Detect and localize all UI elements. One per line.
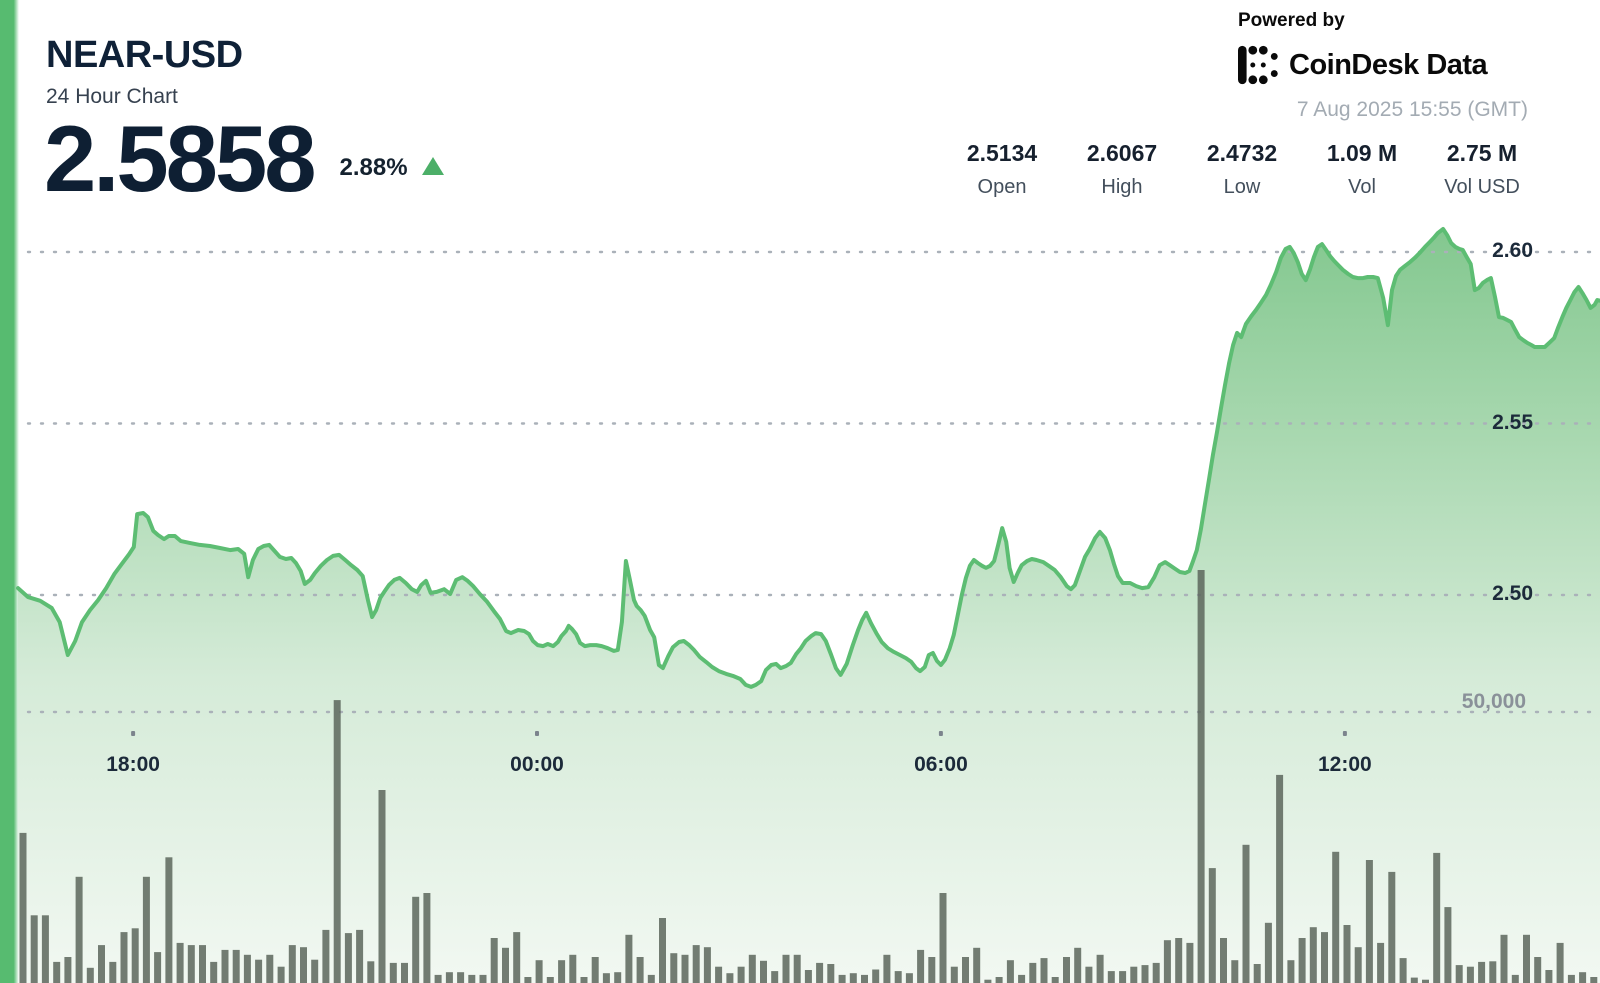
powered-by-label: Powered by [1238, 10, 1345, 31]
stat-vol-usd-label: Vol USD [1444, 176, 1520, 198]
stat-vol: 1.09 M Vol [1306, 140, 1418, 199]
coindesk-logo-icon [1238, 45, 1278, 85]
ohlc-stats-row: 2.5134 Open 2.6067 High 2.4732 Low 1.09 … [946, 140, 1538, 199]
price-block: 2.5858 2.88% [44, 112, 444, 206]
up-triangle-icon [421, 157, 444, 175]
stat-vol-usd-value: 2.75 M [1446, 140, 1518, 166]
change-percent: 2.88% [339, 154, 408, 181]
stat-open-label: Open [977, 176, 1027, 198]
price-area-fill [18, 229, 1600, 983]
stat-vol-usd: 2.75 M Vol USD [1426, 140, 1538, 199]
left-accent-bar [0, 0, 19, 983]
instrument-title: NEAR-USD [46, 34, 243, 76]
coindesk-brand-name: CoinDesk Data [1289, 48, 1488, 81]
price-line [16, 227, 1600, 689]
last-price: 2.5858 [44, 106, 317, 211]
chart-subtitle: 24 Hour Chart [46, 85, 178, 108]
chart-header: NEAR-USD 24 Hour Chart [46, 34, 243, 109]
x-axis-tick-marks [131, 731, 1347, 736]
coindesk-brand-row[interactable]: CoinDesk Data [1238, 44, 1528, 86]
volume-bars [19, 570, 1598, 983]
stat-open: 2.5134 Open [946, 140, 1058, 199]
chart-timestamp: 7 Aug 2025 15:55 (GMT) [1296, 98, 1528, 121]
dotted-gridlines [26, 250, 1600, 714]
stat-high: 2.6067 High [1066, 140, 1178, 199]
stat-high-label: High [1101, 176, 1143, 198]
stat-vol-value: 1.09 M [1326, 140, 1398, 166]
stat-vol-label: Vol [1348, 176, 1376, 198]
stat-low-label: Low [1223, 176, 1261, 198]
stat-low-value: 2.4732 [1206, 140, 1278, 166]
stat-high-value: 2.6067 [1086, 140, 1158, 166]
stat-low: 2.4732 Low [1186, 140, 1298, 199]
powered-by-block: Powered by CoinDesk Data 7 Aug 2025 15:5… [1238, 10, 1528, 122]
stat-open-value: 2.5134 [966, 140, 1038, 166]
